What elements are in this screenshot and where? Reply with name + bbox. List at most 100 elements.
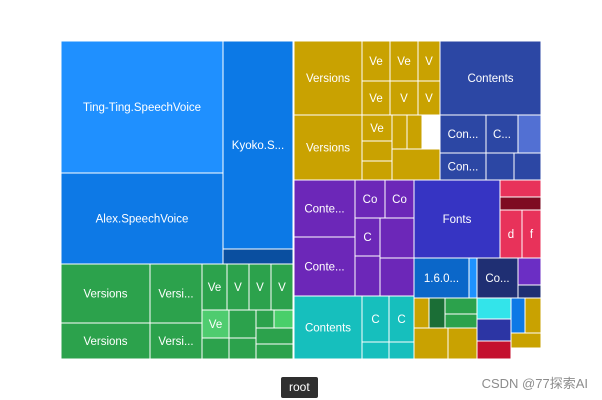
treemap-cell-kyoko_b[interactable] <box>222 248 294 265</box>
treemap-cell-m_green2[interactable] <box>444 313 478 329</box>
treemap-label-g_v2: Versions <box>83 336 127 348</box>
treemap-cell-y_s5[interactable] <box>391 148 441 181</box>
treemap-cell-r_dark[interactable] <box>499 196 542 211</box>
treemap-cell-b_con1[interactable] <box>439 114 487 154</box>
treemap-cell-g_s5[interactable] <box>273 309 294 329</box>
treemap-cell-m_red[interactable] <box>476 340 512 360</box>
treemap-label-y_v4: V <box>400 93 408 105</box>
treemap-label-y_v5: V <box>425 93 433 105</box>
treemap-cell-g_v2[interactable] <box>60 322 151 360</box>
treemap-label-y_ve2: Ve <box>397 56 410 68</box>
treemap-cell-y_s2[interactable] <box>361 160 393 181</box>
treemap-cell-g_v4[interactable] <box>149 322 203 360</box>
treemap-label-y_v2: Versions <box>306 143 350 155</box>
watermark-text: CSDN @77探索AI <box>481 376 588 391</box>
treemap-cell-m_navy[interactable] <box>476 318 512 342</box>
treemap-label-kyoko: Kyoko.S... <box>232 140 284 152</box>
treemap-label-y_ve1: Ve <box>369 56 382 68</box>
treemap-cell-g_ve[interactable] <box>201 263 228 311</box>
treemap-label-p_cont2: Conte... <box>304 262 344 274</box>
treemap-label-r_f: f <box>530 229 534 241</box>
treemap-cell-m_gold2[interactable] <box>447 327 478 360</box>
treemap-cell-t_s1[interactable] <box>361 341 390 360</box>
treemap-label-f_fonts: Fonts <box>443 214 472 226</box>
treemap-cell-p_co2[interactable] <box>384 179 415 219</box>
treemap-label-alex: Alex.SpeechVoice <box>96 214 189 226</box>
treemap-label-b_con1: Con... <box>448 129 479 141</box>
treemap-cell-g_s4[interactable] <box>255 309 275 329</box>
treemap-label-y_v1: Versions <box>306 73 350 85</box>
treemap-cell-ting[interactable] <box>60 40 224 174</box>
treemap-cell-m_blue[interactable] <box>510 297 526 334</box>
treemap-cell-y_ve2[interactable] <box>389 40 419 82</box>
treemap-cell-b_s1[interactable] <box>485 152 515 181</box>
treemap-label-g_v6: V <box>256 282 264 294</box>
treemap-cell-v_blue2[interactable] <box>468 257 478 299</box>
treemap-cell-y_s1[interactable] <box>361 140 393 162</box>
treemap-label-t_c2: C <box>397 314 405 326</box>
treemap-label-g_v4: Versi... <box>158 336 193 348</box>
treemap-label-g_v3: Versi... <box>158 289 193 301</box>
treemap-cell-b_c[interactable] <box>485 114 519 154</box>
treemap-cell-p_co1[interactable] <box>354 179 386 219</box>
treemap-cell-p_s3[interactable] <box>379 257 415 297</box>
treemap-cell-g_s7[interactable] <box>255 343 294 360</box>
treemap-label-b_c: C... <box>493 129 511 141</box>
treemap-cell-t_s2[interactable] <box>388 341 415 360</box>
treemap-label-g_ve: Ve <box>208 282 221 294</box>
treemap-cell-g_v1[interactable] <box>60 263 151 324</box>
treemap-cell-m_gold3[interactable] <box>413 297 430 329</box>
treemap-label-r_d: d <box>508 229 514 241</box>
treemap-cell-y_v1[interactable] <box>293 40 363 116</box>
treemap-label-y_ve3: Ve <box>369 93 382 105</box>
treemap-cell-y_s3[interactable] <box>391 114 408 150</box>
treemap-label-ting: Ting-Ting.SpeechVoice <box>83 102 201 114</box>
treemap-cell-m_gold5[interactable] <box>524 297 542 334</box>
treemap-label-g_ve2: Ve <box>209 319 222 331</box>
treemap-cell-m_gold1[interactable] <box>413 327 449 360</box>
treemap-label-p_co2: Co <box>392 194 407 206</box>
treemap-cell-y_s4[interactable] <box>406 114 423 150</box>
treemap-cell-g_s2[interactable] <box>228 309 257 339</box>
breadcrumb-root[interactable]: root <box>281 377 318 398</box>
treemap-cell-v_s1[interactable] <box>517 284 542 299</box>
treemap-cell-g_s1[interactable] <box>201 337 230 360</box>
treemap-label-b_con2: Con... <box>448 162 479 174</box>
treemap-cell-v_purple[interactable] <box>517 257 542 286</box>
treemap-cell-m_cyan[interactable] <box>476 297 512 320</box>
treemap-label-y_v3: V <box>425 56 433 68</box>
treemap-cell-y_v2[interactable] <box>293 114 363 181</box>
treemap-cell-m_gold4[interactable] <box>510 332 542 349</box>
treemap-cell-v_160[interactable] <box>413 257 470 299</box>
treemap-cell-b_con2[interactable] <box>439 152 487 181</box>
treemap-label-t_c1: C <box>371 314 379 326</box>
treemap-label-g_v1: Versions <box>83 289 127 301</box>
treemap-cell-p_s1[interactable] <box>354 255 381 297</box>
treemap-cell-g_s3[interactable] <box>228 337 257 360</box>
treemap-cell-b_s2[interactable] <box>513 152 542 181</box>
treemap-label-p_cont1: Conte... <box>304 204 344 216</box>
treemap-cell-r_red1[interactable] <box>499 179 542 198</box>
treemap-label-v_160: 1.6.0... <box>424 273 459 285</box>
treemap-label-v_co: Co... <box>485 273 509 285</box>
treemap-cell-b_light[interactable] <box>517 114 542 154</box>
treemap-label-p_c: C <box>363 232 371 244</box>
treemap-label-b_contents: Contents <box>467 73 513 85</box>
treemap-label-g_v5: V <box>234 282 242 294</box>
treemap-cell-m_darkgreen[interactable] <box>428 297 446 329</box>
treemap-cell-p_s2[interactable] <box>379 217 415 259</box>
treemap-cell-t_c2[interactable] <box>388 295 415 343</box>
treemap-cell-g_ve2[interactable] <box>201 309 230 339</box>
treemap-cell-b_contents[interactable] <box>439 40 542 116</box>
treemap-cell-g_s6[interactable] <box>255 327 294 345</box>
treemap-cell-p_cont1[interactable] <box>293 179 356 238</box>
treemap-label-p_co1: Co <box>363 194 378 206</box>
treemap-cell-m_green[interactable] <box>444 297 478 315</box>
treemap-cell-alex[interactable] <box>60 172 224 265</box>
treemap-label-y_ve4: Ve <box>370 123 383 135</box>
treemap-cell-kyoko[interactable] <box>222 40 294 250</box>
treemap-label-g_v7: V <box>278 282 286 294</box>
treemap-cell-g_v3[interactable] <box>149 263 203 324</box>
treemap-label-t_contents: Contents <box>305 323 351 335</box>
